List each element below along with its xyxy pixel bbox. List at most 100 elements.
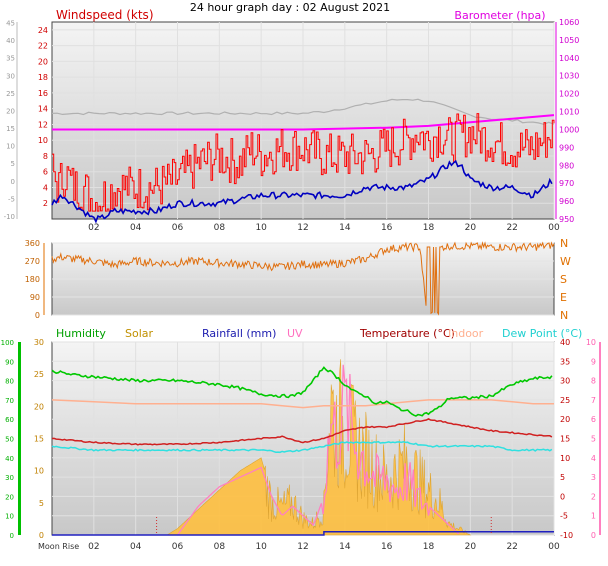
- temperature-tick: 30: [560, 377, 570, 386]
- wind-left-tick: 25: [6, 90, 15, 98]
- barometer-tick: 1000: [559, 125, 579, 134]
- wind-left-tick: 0: [11, 178, 15, 186]
- direction-compass-tick: N: [560, 237, 568, 250]
- temperature-tick: 20: [560, 415, 570, 424]
- direction-degree-tick: 360: [25, 239, 40, 248]
- wind-left-tick: 5: [11, 160, 15, 168]
- wind-left-tick: -10: [4, 213, 15, 221]
- thermo-x-tick: 08: [214, 542, 226, 552]
- humidity-axis-bar: [18, 342, 21, 535]
- thermo-x-tick: 18: [423, 542, 435, 552]
- wind-red-tick: 24: [38, 26, 48, 35]
- wind-left-tick: 30: [6, 72, 15, 80]
- wind-x-tick: 10: [255, 223, 267, 233]
- humidity-tick: 20: [5, 493, 14, 501]
- wind-red-tick: 10: [38, 136, 48, 145]
- wind-x-tick: 06: [172, 223, 184, 233]
- solar-tick: 0: [39, 531, 44, 540]
- wind-red-tick: 22: [38, 42, 48, 51]
- wind-red-tick: 18: [38, 73, 48, 82]
- legend-humidity: Humidity: [56, 327, 106, 340]
- baro-grey-line: [51, 98, 555, 125]
- uv-tick: 5: [591, 435, 596, 444]
- wind-x-tick: 08: [214, 223, 226, 233]
- thermo-x-tick: 02: [88, 542, 99, 552]
- wind-red-tick: 2: [43, 199, 48, 208]
- uv-tick: 4: [591, 454, 596, 463]
- legend-rainfall: Rainfall (mm): [202, 327, 276, 340]
- wind-left-tick: 35: [6, 55, 15, 63]
- legend-uv: UV: [287, 327, 303, 340]
- temperature-tick: 10: [560, 454, 570, 463]
- wind-x-tick: 12: [297, 223, 308, 233]
- windspeed-gust-line: [52, 113, 555, 212]
- direction-compass-tick: E: [560, 291, 567, 304]
- humidity-tick: 60: [5, 416, 14, 424]
- humidity-tick: 80: [5, 378, 14, 386]
- direction-degree-tick: 270: [25, 257, 40, 266]
- windspeed-label: Windspeed (kts): [56, 8, 154, 22]
- humidity-tick: 90: [5, 358, 14, 366]
- wind-x-tick: 02: [88, 223, 99, 233]
- legend-dew-point: Dew Point (°C): [502, 327, 582, 340]
- barometer-axis: 950 960 970 980 990 1000 1010 1020 1030 1040 1050 1…: [555, 18, 579, 224]
- direction-degree-tick: 90: [30, 293, 40, 302]
- thermo-x-tick: 20: [465, 542, 477, 552]
- wind-x-tick: 14: [339, 223, 351, 233]
- wind-left-tick: -5: [8, 195, 15, 203]
- temperature-tick: 0: [560, 492, 565, 501]
- wind-red-tick: 8: [43, 152, 48, 161]
- barometer-tick: 1050: [559, 36, 579, 45]
- solar-tick: 25: [34, 370, 44, 379]
- humidity-tick: 10: [5, 513, 14, 521]
- direction-degree-tick: 180: [25, 275, 40, 284]
- direction-degree-axis: 0 90 180 270 360: [25, 239, 45, 320]
- graph-title: 24 hour graph day : 02 August 2021: [190, 1, 390, 14]
- indoor-line: [51, 399, 554, 409]
- uv-tick: 7: [591, 396, 596, 405]
- wind-red-tick: 4: [43, 183, 48, 192]
- uv-tick: 1: [591, 512, 596, 521]
- wind-x-tick: 20: [465, 223, 477, 233]
- thermo-panel: Humidity Solar Rainfall (mm) UV Temperat…: [1, 327, 601, 552]
- solar-tick: 15: [34, 435, 44, 444]
- uv-tick: 8: [591, 377, 596, 386]
- wind-x-tick: 16: [381, 223, 393, 233]
- barometer-tick: 1020: [559, 90, 579, 99]
- barometer-tick: 1060: [559, 18, 579, 27]
- uv-tick: 3: [591, 473, 596, 482]
- thermo-x-tick: 10: [255, 542, 267, 552]
- wind-x-axis: 02 04 06 08 10 12 14 16 18 20 22 00: [88, 223, 560, 233]
- thermo-x-tick: 22: [506, 542, 517, 552]
- thermo-x-tick: 04: [130, 542, 142, 552]
- barometer-tick: 1040: [559, 54, 579, 63]
- wind-x-tick: 04: [130, 223, 142, 233]
- windspeed-avg-line: [51, 159, 553, 224]
- wind-left-tick: 15: [6, 125, 15, 133]
- thermo-x-tick: 16: [381, 542, 393, 552]
- barometer-label: Barometer (hpa): [454, 9, 545, 22]
- humidity-line: [51, 366, 553, 417]
- uv-tick: 2: [591, 492, 596, 501]
- thermo-x-tick: 12: [297, 542, 308, 552]
- uv-tick: 6: [591, 415, 596, 424]
- moon-rise-label: Moon Rise: [38, 542, 79, 551]
- direction-compass-tick: S: [560, 273, 567, 286]
- uv-axis: 0 1 2 3 4 5 6 7 8 9 10: [586, 338, 601, 540]
- barometer-line: [52, 114, 555, 131]
- uv-tick: 10: [586, 338, 596, 347]
- thermo-x-axis: 02 04 06 08 10 12 14 16 18 20 22 00 Moon Rise: [38, 542, 560, 552]
- temperature-tick: 25: [560, 396, 570, 405]
- barometer-tick: 950: [559, 215, 574, 224]
- barometer-tick: 960: [559, 197, 574, 206]
- barometer-tick: 970: [559, 179, 574, 188]
- wind-left-tick: 20: [6, 107, 15, 115]
- uv-line: [176, 364, 460, 536]
- wind-left-tick: 45: [6, 20, 15, 28]
- wind-red-tick: 14: [38, 105, 48, 114]
- barometer-tick: 1010: [559, 108, 579, 117]
